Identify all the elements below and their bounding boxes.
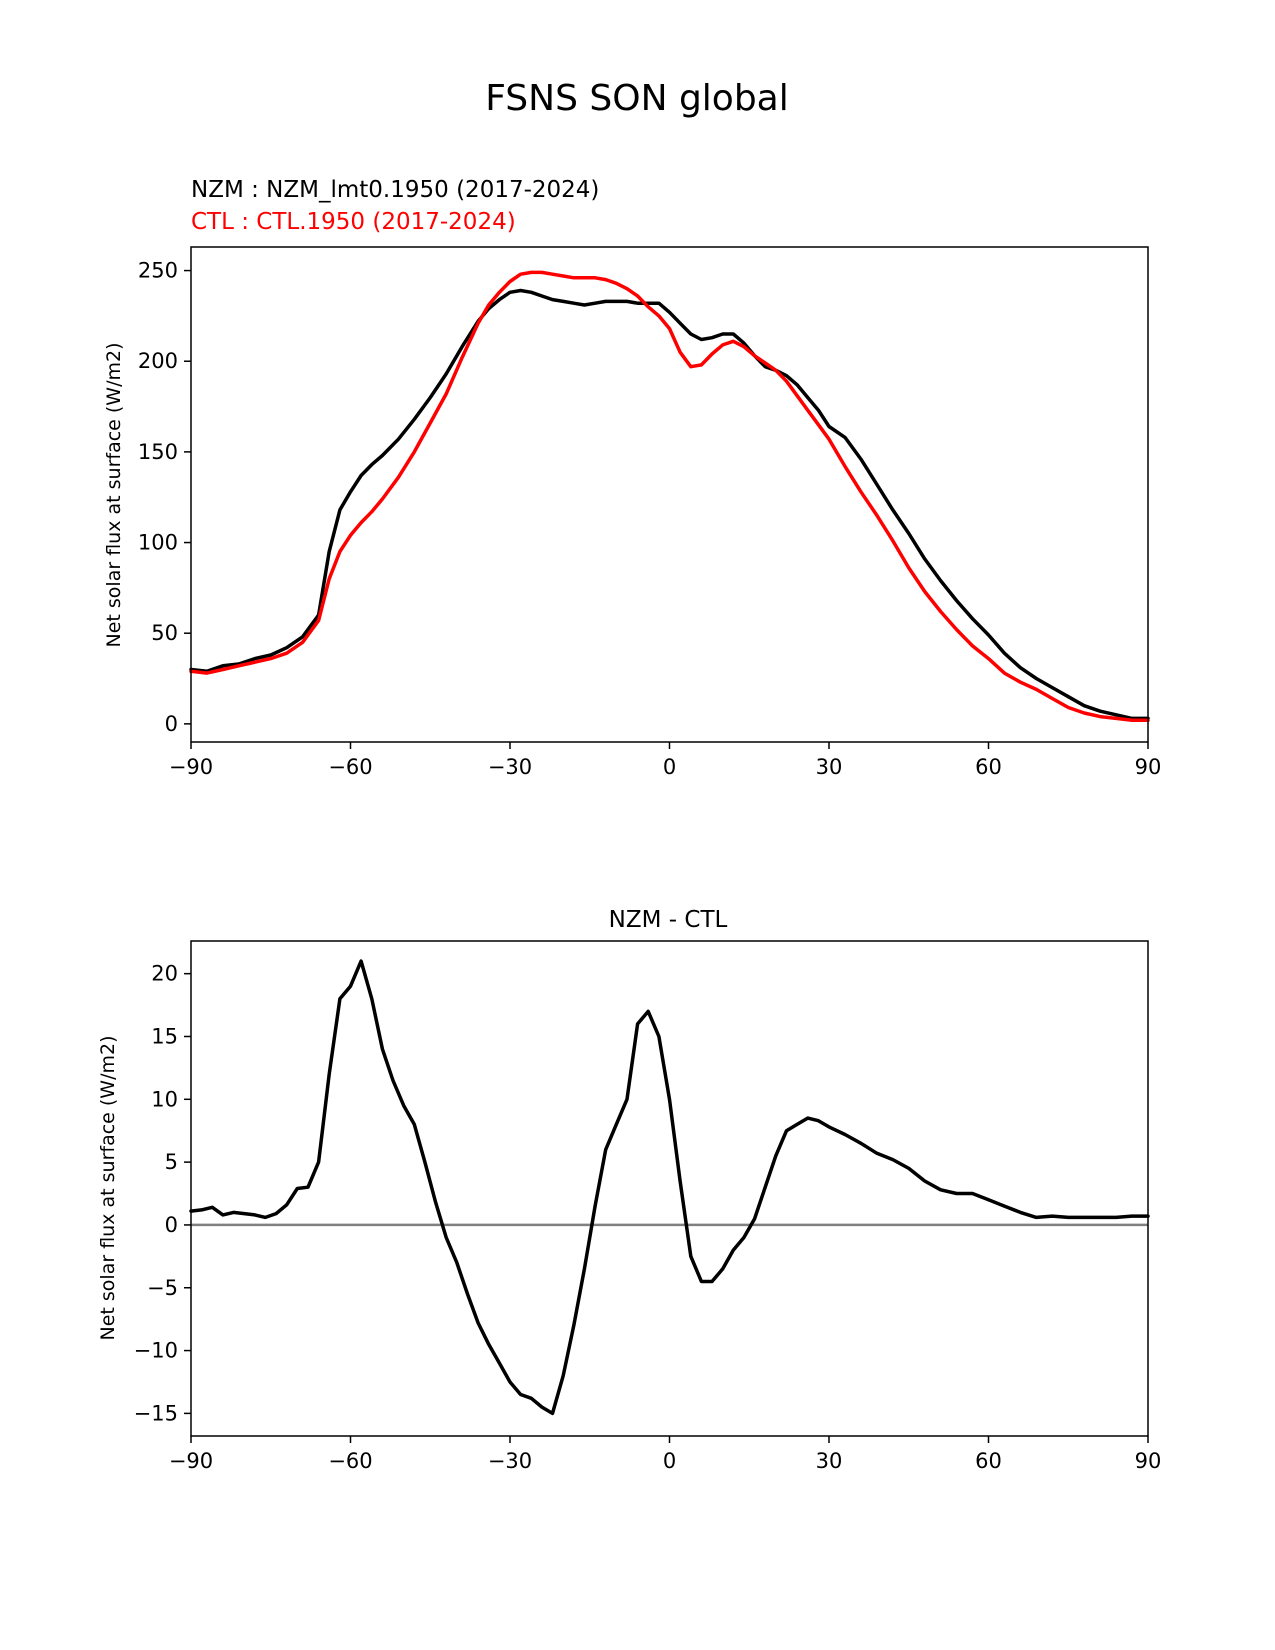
top-y-tick-label: 100: [138, 531, 178, 555]
top-y-axis-label: Net solar flux at surface (W/m2): [103, 343, 125, 648]
top-x-tick-label: −90: [169, 755, 213, 779]
top-x-tick-label: 0: [663, 755, 676, 779]
bottom-y-tick-label: −10: [134, 1339, 178, 1363]
top-x-tick-label: 60: [975, 755, 1002, 779]
top-y-tick-label: 250: [138, 259, 178, 283]
top-axes-frame: [190, 246, 1149, 743]
bottom-y-tick-label: 20: [151, 962, 178, 986]
bottom-panel: NZM - CTL Net solar flux at surface (W/m…: [97, 907, 1161, 1473]
top-x-tick-label: 90: [1135, 755, 1162, 779]
top-series-line-nzm: [189, 288, 1150, 721]
top-y-tick-label: 150: [138, 440, 178, 464]
bottom-y-tick-label: 0: [165, 1213, 178, 1237]
bottom-y-tick-label: 10: [151, 1087, 178, 1111]
top-x-tick-label: 30: [816, 755, 843, 779]
top-series-line-ctl: [189, 270, 1150, 722]
bottom-y-tick-label: 5: [165, 1150, 178, 1174]
bottom-y-tick-label: −15: [134, 1401, 178, 1425]
top-y-tick-label: 0: [165, 712, 178, 736]
bottom-x-tick-label: −30: [488, 1449, 532, 1473]
bottom-x-tick-label: −60: [328, 1449, 372, 1473]
top-y-tick-label: 50: [151, 621, 178, 645]
top-x-tick-label: −60: [328, 755, 372, 779]
bottom-series-line-nzm-ctl: [189, 959, 1150, 1416]
bottom-panel-title: NZM - CTL: [609, 907, 728, 933]
bottom-axes-frame: [190, 940, 1149, 1437]
bottom-x-tick-label: 30: [816, 1449, 843, 1473]
top-x-tick-label: −30: [488, 755, 532, 779]
bottom-y-tick-label: −5: [147, 1276, 178, 1300]
bottom-y-axis-label: Net solar flux at surface (W/m2): [97, 1036, 119, 1341]
bottom-x-tick-label: 90: [1135, 1449, 1162, 1473]
legend-ctl: CTL : CTL.1950 (2017-2024): [191, 209, 516, 235]
top-panel: NZM : NZM_lmt0.1950 (2017-2024) CTL : CT…: [103, 177, 1161, 779]
legend-nzm: NZM : NZM_lmt0.1950 (2017-2024): [191, 177, 599, 203]
bottom-x-tick-label: −90: [169, 1449, 213, 1473]
bottom-x-tick-label: 60: [975, 1449, 1002, 1473]
bottom-x-tick-label: 0: [663, 1449, 676, 1473]
top-y-tick-label: 200: [138, 349, 178, 373]
bottom-y-tick-label: 15: [151, 1024, 178, 1048]
figure-title: FSNS SON global: [485, 78, 789, 119]
